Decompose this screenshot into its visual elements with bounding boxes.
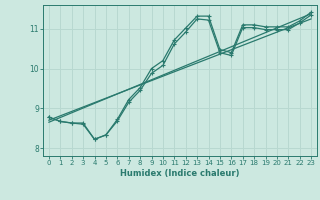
X-axis label: Humidex (Indice chaleur): Humidex (Indice chaleur): [120, 169, 240, 178]
